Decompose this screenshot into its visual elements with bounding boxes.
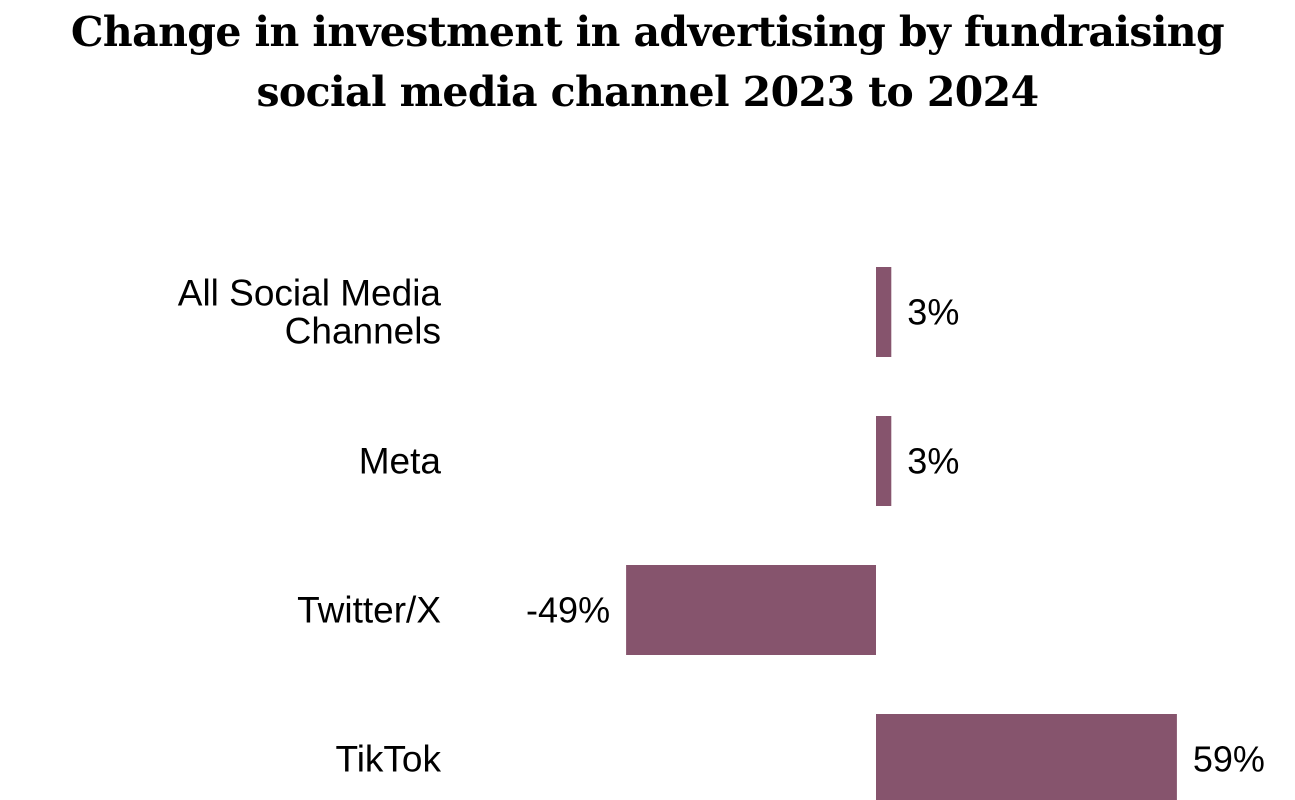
category-label-line: TikTok [335, 739, 441, 780]
bar-tiktok [876, 714, 1177, 800]
bars-layer [626, 267, 1177, 800]
category-label-line: Meta [359, 441, 442, 482]
category-label-meta: Meta [359, 441, 442, 482]
value-label-tiktok: 59% [1193, 739, 1265, 780]
bar-meta [876, 416, 892, 506]
value-label-twitter-x: -49% [526, 590, 610, 631]
bar-twitter-x [626, 565, 876, 655]
category-label-line: All Social Media [178, 273, 442, 314]
category-label-tiktok: TikTok [335, 739, 441, 780]
labels-layer: All Social Media Channels 3% Meta 3% Twitter/… [178, 273, 1265, 780]
value-label-meta: 3% [907, 441, 959, 482]
category-label-line: Twitter/X [297, 590, 441, 631]
bar-all-social-media-channels [876, 267, 892, 357]
category-label-twitter-x: Twitter/X [297, 590, 441, 631]
value-label-all-social-media-channels: 3% [907, 292, 959, 333]
chart-title: Change in investment in advertising by f… [70, 8, 1225, 116]
category-label-line: Channels [285, 311, 441, 352]
category-label-all-social-media-channels: All Social Media Channels [178, 273, 442, 352]
